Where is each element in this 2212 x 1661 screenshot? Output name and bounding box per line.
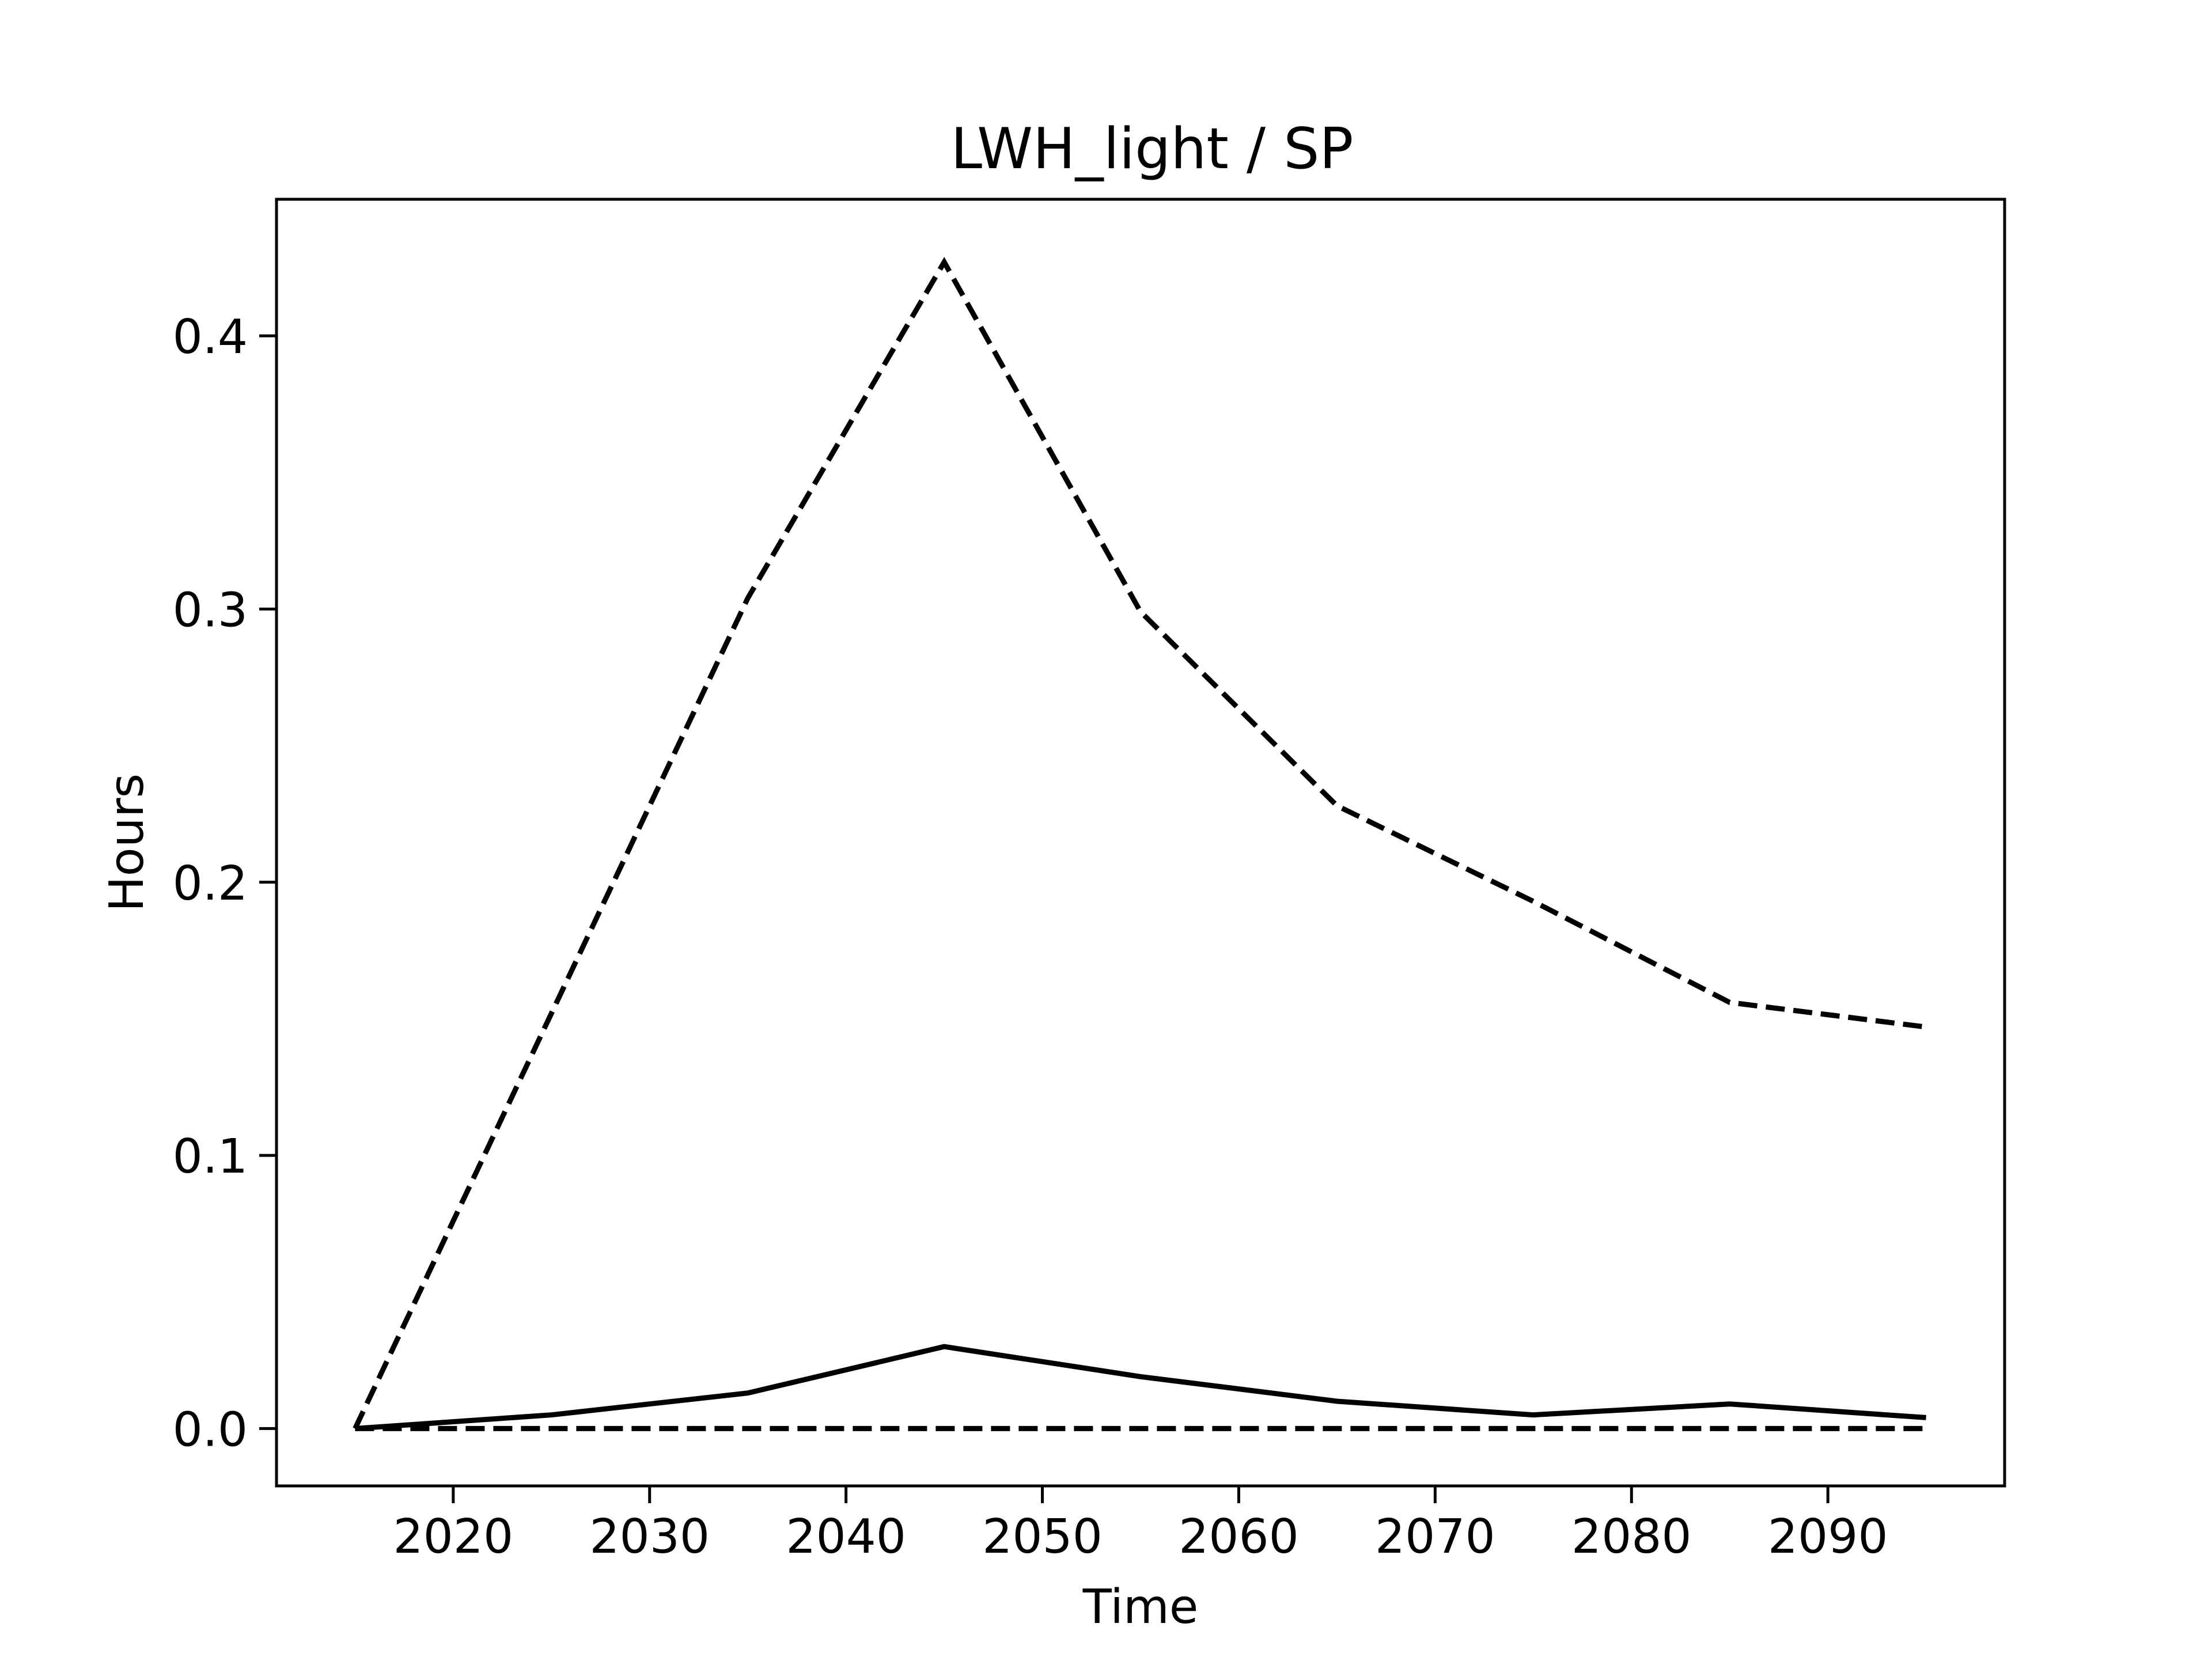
y-axis-title: Hours [100, 773, 154, 912]
x-tick-label: 2050 [982, 1510, 1103, 1564]
x-tick-label: 2020 [393, 1510, 513, 1564]
plot-area [353, 257, 1927, 1431]
x-tick-label: 2070 [1375, 1510, 1495, 1564]
x-tick-label: 2060 [1179, 1510, 1299, 1564]
chart-title: LWH_light / SP [950, 116, 1353, 182]
y-tick-label: 0.1 [173, 1129, 248, 1184]
x-axis-title: Time [1082, 1580, 1199, 1635]
y-tick-label: 0.0 [173, 1402, 248, 1457]
series-line-2 [355, 1344, 1926, 1431]
series-line-1 [353, 257, 1927, 1430]
x-tick-label: 2080 [1571, 1510, 1692, 1564]
plot-frame [275, 198, 2006, 1488]
y-tick-label: 0.2 [173, 856, 248, 911]
y-axis: 0.0 0.1 0.2 0.3 0.4 [173, 310, 276, 1457]
y-tick-label: 0.3 [173, 583, 248, 638]
x-tick-label: 2090 [1768, 1510, 1888, 1564]
x-axis: 2020 2030 2040 2050 2060 2070 2080 2090 [393, 1486, 1888, 1564]
x-tick-label: 2030 [589, 1510, 710, 1564]
y-tick-label: 0.4 [173, 310, 248, 365]
x-tick-label: 2040 [786, 1510, 906, 1564]
